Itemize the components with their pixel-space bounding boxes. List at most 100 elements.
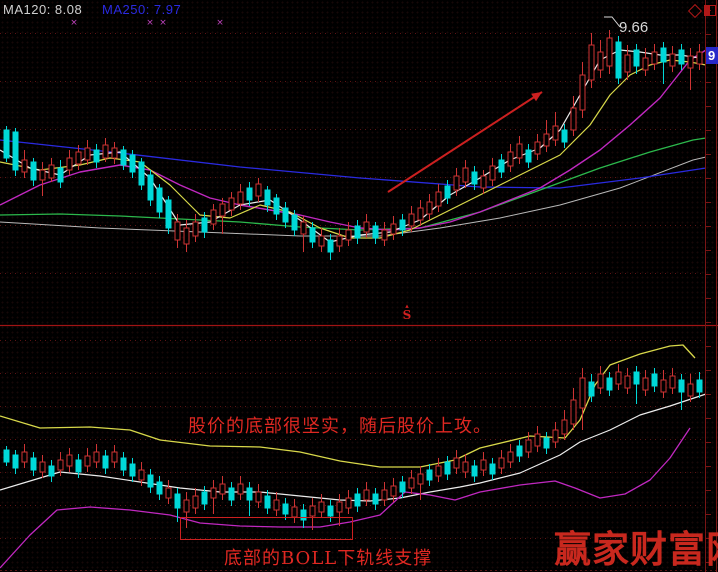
trend-arrow-shaft xyxy=(387,91,543,193)
candle-body xyxy=(588,44,595,81)
x-mark: × xyxy=(159,18,167,28)
candle-body xyxy=(444,461,451,475)
candle-body xyxy=(39,461,46,473)
candle-body xyxy=(507,151,514,167)
candle-body xyxy=(84,147,91,161)
candle-body xyxy=(633,49,640,67)
candle-body xyxy=(696,51,703,65)
candle-body xyxy=(93,149,100,163)
candle-body xyxy=(381,229,388,241)
x-mark: × xyxy=(216,18,224,28)
candle-body xyxy=(417,473,424,485)
ma120-value-label: MA120: 8.08 xyxy=(3,2,83,17)
candle-body xyxy=(471,171,478,185)
candle-body xyxy=(57,459,64,471)
candle-body xyxy=(75,151,82,165)
candle-body xyxy=(318,501,325,513)
candle-body xyxy=(156,187,163,213)
candle-body xyxy=(687,55,694,69)
boll-mid-white xyxy=(0,393,707,502)
candle-body xyxy=(417,207,424,221)
candle-body xyxy=(246,487,253,501)
candle-body xyxy=(669,53,676,67)
sell-marker-caret: ▴ xyxy=(405,303,409,310)
candle-body xyxy=(390,485,397,497)
candle-body xyxy=(678,49,685,65)
candle-body xyxy=(372,225,379,239)
candle-body xyxy=(111,451,118,463)
candle-body xyxy=(48,465,55,477)
candle-body xyxy=(507,451,514,463)
trend-arrow-head xyxy=(531,92,542,102)
candle-body xyxy=(471,465,478,477)
candle-body xyxy=(633,371,640,385)
peak-pointer-line xyxy=(604,16,621,28)
candle-body xyxy=(390,223,397,235)
candle-body xyxy=(498,457,505,469)
candle-body xyxy=(408,477,415,489)
candle-body xyxy=(588,381,595,397)
candle-body xyxy=(624,375,631,389)
candle-body xyxy=(543,437,550,449)
candle-body xyxy=(525,439,532,453)
candle-body xyxy=(21,451,28,463)
candle-body xyxy=(3,129,10,159)
candle-body xyxy=(84,455,91,467)
candle-body xyxy=(579,377,586,409)
x-mark: × xyxy=(146,18,154,28)
candle-body xyxy=(606,37,613,67)
candle-body xyxy=(309,505,316,517)
candle-body xyxy=(300,221,307,235)
candle-body xyxy=(66,157,73,171)
candle-body xyxy=(336,235,343,247)
candle-body xyxy=(102,455,109,469)
candle-body xyxy=(642,377,649,391)
candle-body xyxy=(543,133,550,147)
candle-body xyxy=(129,154,136,173)
candle-body xyxy=(228,487,235,501)
annotation-price-bottom-text: 股价的底部很坚实，随后股价上攻。 xyxy=(188,416,492,437)
candle-body xyxy=(516,143,523,159)
candle-body xyxy=(183,227,190,245)
candle-body xyxy=(192,221,199,237)
candle-body xyxy=(264,495,271,509)
candle-body xyxy=(480,459,487,471)
candle-body xyxy=(525,149,532,163)
candle-body xyxy=(606,377,613,391)
candle-body xyxy=(345,229,352,241)
candle-body xyxy=(651,51,658,65)
candle-body xyxy=(318,235,325,247)
candle-body xyxy=(534,141,541,155)
right-price-axis[interactable] xyxy=(706,10,711,563)
candle-body xyxy=(30,457,37,471)
candle-body xyxy=(624,54,631,73)
candle-body xyxy=(210,487,217,499)
split-window-icon[interactable] xyxy=(704,5,716,16)
candle-body xyxy=(102,144,109,159)
candle-body xyxy=(183,499,190,513)
candle-body xyxy=(201,491,208,505)
candle-body xyxy=(174,221,181,241)
ma-long-green xyxy=(0,137,707,231)
candle-body xyxy=(174,493,181,509)
boll-upper-yellow xyxy=(0,344,696,468)
candle-body xyxy=(12,454,19,469)
candle-body xyxy=(138,161,145,186)
candle-body xyxy=(210,209,217,225)
candle-body xyxy=(354,493,361,507)
candle-body xyxy=(237,483,244,495)
candle-body xyxy=(21,159,28,173)
candle-body xyxy=(57,167,64,183)
candle-body xyxy=(408,213,415,227)
candle-body xyxy=(696,379,703,393)
candle-body xyxy=(291,214,298,231)
candle-body xyxy=(264,189,271,206)
candle-body xyxy=(399,481,406,493)
candle-body xyxy=(453,457,460,469)
candle-body xyxy=(48,164,55,179)
split-window-icon-filled-pane xyxy=(705,6,710,15)
candle-body xyxy=(651,373,658,387)
candle-body xyxy=(336,501,343,513)
candle-body xyxy=(570,399,577,425)
